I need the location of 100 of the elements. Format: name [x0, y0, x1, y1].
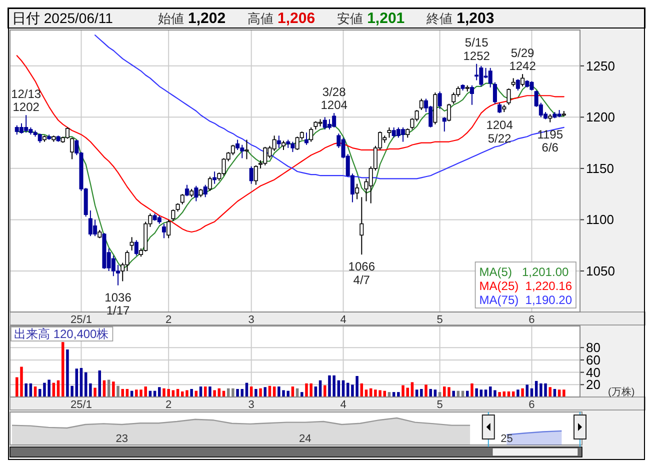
y-tick-label: 40: [586, 364, 600, 380]
candlestick: [230, 144, 235, 156]
candlestick: [249, 166, 254, 184]
bar: [208, 386, 212, 397]
bar: [475, 388, 478, 397]
candlestick: [387, 126, 392, 138]
candlestick: [236, 139, 240, 150]
candlestick: [180, 194, 184, 205]
annotation: 12/13 1202: [11, 86, 42, 114]
text: MA(75) 1,190.20: [479, 293, 572, 307]
y-axis-title: (万株): [608, 386, 635, 398]
candlestick: [194, 185, 198, 202]
x-tick-label: 3: [248, 314, 254, 326]
candlestick: [70, 137, 74, 160]
bar: [89, 383, 92, 397]
text: MA(25) 1,220.16: [479, 279, 572, 293]
bar: [466, 390, 469, 397]
x-tick-label: 25/1: [70, 399, 92, 411]
candlestick: [516, 78, 520, 91]
x-tick-label: 25/1: [70, 314, 92, 326]
bar: [61, 342, 64, 397]
x-tick-label: 4: [340, 399, 346, 411]
text: 1,206: [278, 10, 316, 27]
bar: [158, 387, 161, 397]
bar: [121, 388, 124, 397]
x-tick-label: 5: [436, 314, 443, 326]
text: 安値: [337, 11, 364, 26]
bar: [24, 383, 28, 397]
candlestick: [309, 126, 314, 142]
bar: [521, 388, 524, 397]
candlestick: [162, 223, 166, 239]
candlestick: [355, 183, 360, 200]
candlestick: [134, 240, 138, 256]
candlestick: [65, 126, 70, 140]
candlestick: [171, 208, 176, 222]
annotation: 3/28 1204: [320, 84, 348, 112]
candlestick: [184, 184, 189, 197]
bar: [424, 384, 428, 397]
candlestick: [492, 82, 497, 104]
chart-title: 日付 2025/06/11: [12, 10, 114, 26]
bar: [548, 387, 552, 397]
candlestick: [212, 171, 217, 184]
bar: [112, 382, 115, 397]
annotation: 5/29 1242: [509, 46, 536, 74]
text: MA(5) 1,201.00: [479, 265, 569, 279]
candlestick: [166, 219, 171, 239]
annotation: 1036 1/17: [104, 290, 132, 318]
text: 1,202: [188, 10, 226, 27]
text: 1,203: [456, 10, 494, 27]
candlestick: [304, 132, 308, 146]
annotation: 5/15 1252: [463, 36, 490, 63]
candlestick: [488, 67, 492, 88]
bar: [94, 388, 96, 397]
bar: [254, 388, 258, 397]
x-tick-label: 4: [340, 314, 346, 326]
bar: [236, 388, 239, 397]
bar: [213, 390, 216, 397]
candlestick: [506, 88, 511, 106]
bar: [259, 388, 262, 397]
candlestick: [282, 140, 286, 150]
candlestick: [130, 236, 134, 251]
candlestick: [208, 176, 212, 192]
candlestick: [276, 135, 281, 148]
candlestick: [438, 91, 442, 110]
x-tick-label: 2: [166, 314, 172, 326]
x-tick-label: 3: [248, 399, 254, 411]
x-tick-label: 23: [116, 433, 128, 445]
x-tick-label: 2: [166, 399, 172, 411]
candlestick: [203, 184, 208, 198]
y-tick-label: 1200: [586, 110, 615, 125]
bar: [452, 390, 455, 397]
candlestick: [360, 196, 364, 256]
candlestick: [446, 103, 451, 122]
annotation: 1195 6/6: [537, 127, 564, 154]
text: 始値: [158, 11, 184, 26]
candlestick: [254, 164, 258, 186]
bar: [397, 392, 400, 397]
candlestick: [520, 74, 525, 87]
candlestick: [498, 102, 502, 114]
candlestick: [244, 139, 249, 160]
bar: [498, 392, 501, 397]
y-tick-label: 1100: [586, 212, 614, 228]
y-tick-label: 20: [586, 377, 600, 392]
bar: [190, 388, 193, 397]
bar: [470, 383, 474, 397]
bar: [494, 390, 496, 397]
candlestick: [470, 84, 474, 106]
candlestick: [474, 63, 479, 81]
bar: [429, 388, 432, 397]
bar: [516, 390, 520, 397]
x-tick-label: 25: [500, 433, 513, 445]
text: 終値: [426, 11, 453, 26]
x-tick-label: 24: [299, 433, 312, 445]
chart-title: 出来高 120,400株: [14, 327, 109, 341]
bar: [264, 387, 266, 397]
bar: [300, 392, 304, 397]
x-tick-label: 6: [528, 399, 535, 411]
x-tick-label: 6: [528, 314, 535, 326]
y-tick-label: 1050: [586, 263, 615, 278]
y-tick-label: 1150: [586, 160, 614, 176]
